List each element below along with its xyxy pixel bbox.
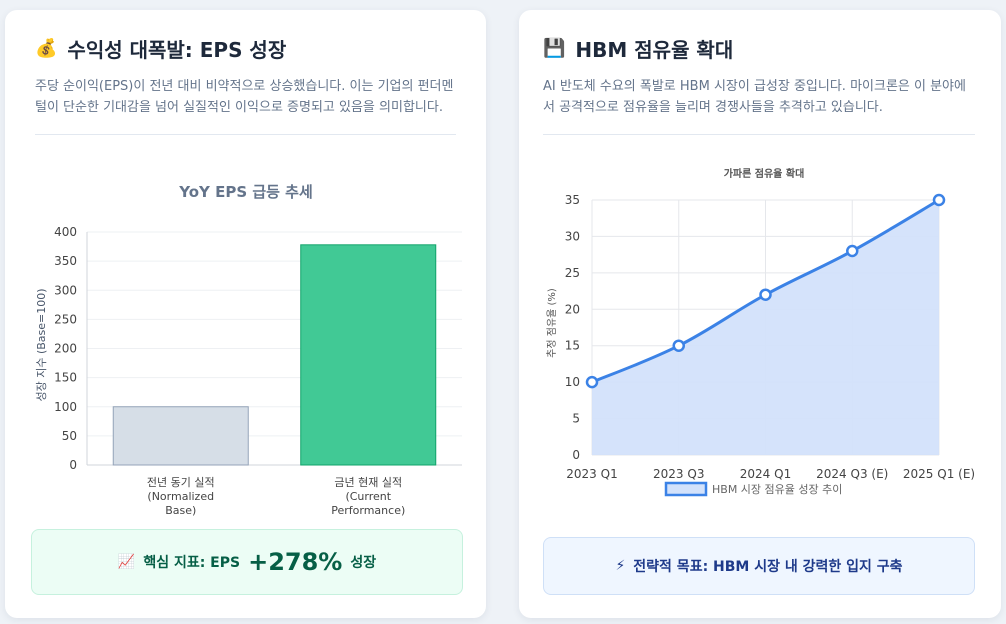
hbm-legend-label: HBM 시장 점유율 성장 추이 bbox=[712, 483, 842, 496]
eps-card-title: 💰 수익성 대폭발: EPS 성장 bbox=[35, 34, 456, 62]
eps-title-text: 수익성 대폭발: EPS 성장 bbox=[67, 37, 287, 62]
eps-y-axis-label: 성장 지수 (Base=100) bbox=[35, 288, 48, 401]
hbm-legend-swatch bbox=[664, 481, 708, 497]
eps-y-tick-label: 50 bbox=[62, 429, 77, 443]
eps-bar-chart: YoY EPS 급등 추세 성장 지수 (Base=100) 0 50 100 150… bbox=[35, 183, 462, 517]
eps-y-tick-label: 250 bbox=[54, 312, 77, 326]
hbm-card: 💾 HBM 점유율 확대 AI 반도체 수요의 폭발로 HBM 시장이 급성장 … bbox=[519, 10, 1001, 618]
eps-y-tick-label: 100 bbox=[54, 400, 77, 414]
eps-key-metric-callout: 📈 핵심 지표: EPS +278% 성장 bbox=[31, 529, 463, 595]
lightning-icon: ⚡ bbox=[615, 558, 626, 574]
eps-callout-suffix: 성장 bbox=[350, 555, 377, 571]
eps-y-tick-label: 0 bbox=[69, 458, 77, 472]
hbm-x-tick-label: 2023 Q1 bbox=[566, 467, 617, 481]
eps-bar[interactable] bbox=[300, 244, 437, 466]
hbm-area-chart: 가파른 점유율 확대 추정 점유율 (%) 0 5 10 15 20 25 30 35 2023… bbox=[546, 167, 975, 497]
eps-growth-value: +278% bbox=[248, 548, 343, 576]
hbm-y-tick-label: 0 bbox=[572, 448, 580, 462]
eps-chart-title: YoY EPS 급등 추세 bbox=[178, 183, 313, 201]
eps-y-tick-label: 150 bbox=[54, 371, 77, 385]
eps-x-tick-label: (Normalized bbox=[147, 490, 214, 503]
eps-description: 주당 순이익(EPS)이 전년 대비 비약적으로 상승했습니다. 이는 기업의 … bbox=[35, 79, 454, 115]
hbm-data-point[interactable] bbox=[759, 288, 772, 301]
floppy-disk-icon: 💾 bbox=[543, 37, 566, 59]
eps-y-tick-label: 350 bbox=[54, 254, 77, 268]
eps-x-tick-label: (Current bbox=[345, 490, 391, 503]
eps-x-tick-label: 전년 동기 실적 bbox=[147, 476, 215, 489]
hbm-description: AI 반도체 수요의 폭발로 HBM 시장이 급성장 중입니다. 마이크론은 이… bbox=[543, 79, 966, 115]
hbm-y-tick-label: 5 bbox=[572, 412, 580, 426]
hbm-y-tick-label: 30 bbox=[565, 229, 580, 243]
hbm-legend[interactable]: HBM 시장 점유율 성장 추이 bbox=[664, 481, 842, 497]
hbm-x-tick-label: 2025 Q1 (E) bbox=[903, 467, 975, 481]
hbm-card-title: 💾 HBM 점유율 확대 bbox=[543, 34, 975, 62]
eps-divider bbox=[35, 134, 456, 135]
hbm-callout-text: 전략적 목표: HBM 시장 내 강력한 입지 구축 bbox=[633, 559, 903, 575]
hbm-x-tick-label: 2024 Q3 (E) bbox=[816, 467, 888, 481]
eps-bar[interactable] bbox=[112, 406, 249, 466]
eps-x-tick-label: Base) bbox=[165, 504, 196, 517]
hbm-divider bbox=[543, 134, 975, 135]
hbm-x-tick-label: 2024 Q1 bbox=[740, 467, 791, 481]
hbm-y-tick-label: 35 bbox=[565, 193, 580, 207]
hbm-y-tick-label: 25 bbox=[565, 266, 580, 280]
eps-y-tick-label: 400 bbox=[54, 225, 77, 239]
money-bag-icon: 💰 bbox=[35, 37, 58, 59]
hbm-data-point[interactable] bbox=[585, 375, 599, 389]
hbm-strategy-callout: ⚡ 전략적 목표: HBM 시장 내 강력한 입지 구축 bbox=[543, 537, 975, 595]
eps-x-tick-label: 금년 현재 실적 bbox=[334, 476, 402, 489]
eps-y-tick-label: 200 bbox=[54, 342, 77, 356]
hbm-y-axis-label: 추정 점유율 (%) bbox=[546, 288, 558, 358]
hbm-data-point[interactable] bbox=[846, 244, 859, 258]
hbm-data-point[interactable] bbox=[672, 339, 685, 352]
hbm-y-tick-label: 10 bbox=[565, 375, 580, 389]
eps-card: 💰 수익성 대폭발: EPS 성장 주당 순이익(EPS)이 전년 대비 비약적… bbox=[5, 10, 486, 618]
chart-up-icon: 📈 bbox=[117, 554, 136, 570]
hbm-data-point[interactable] bbox=[932, 193, 946, 207]
hbm-title-text: HBM 점유율 확대 bbox=[575, 37, 734, 62]
eps-y-tick-label: 300 bbox=[54, 283, 77, 297]
hbm-y-tick-label: 15 bbox=[565, 339, 580, 353]
hbm-area-fill bbox=[592, 200, 939, 455]
hbm-chart-title: 가파른 점유율 확대 bbox=[724, 167, 805, 180]
eps-x-tick-label: Performance) bbox=[331, 504, 405, 517]
hbm-y-tick-label: 20 bbox=[565, 302, 580, 316]
eps-callout-prefix: 핵심 지표: EPS bbox=[143, 555, 241, 571]
hbm-x-tick-label: 2023 Q3 bbox=[653, 467, 704, 481]
